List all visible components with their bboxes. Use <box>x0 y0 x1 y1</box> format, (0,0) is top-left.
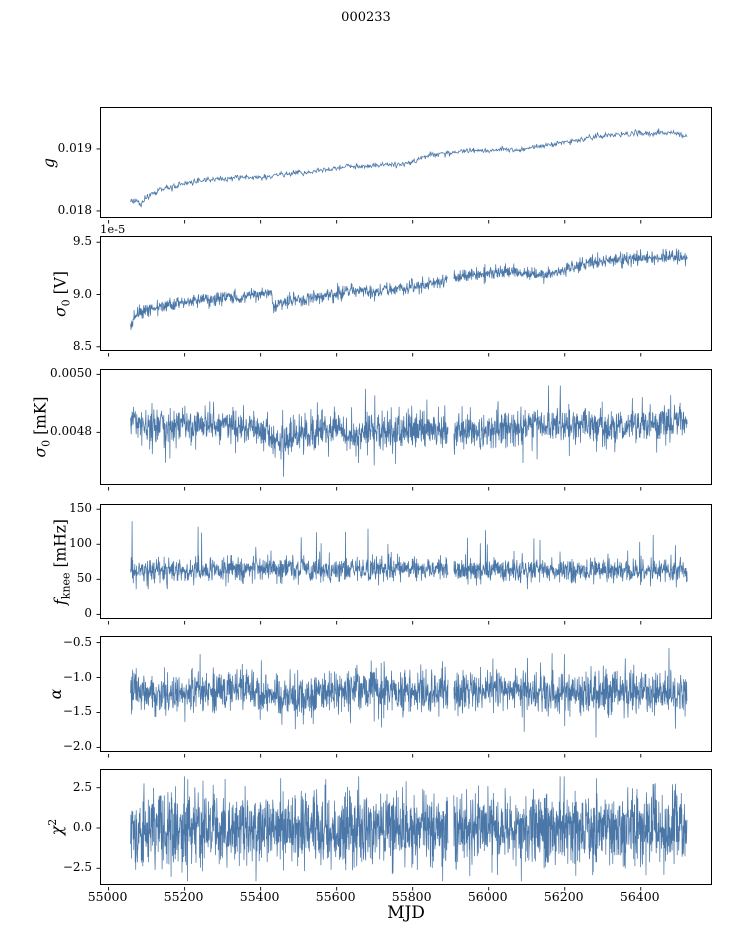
tick-marks <box>96 642 642 758</box>
subplot-f-knee <box>96 504 712 625</box>
ytick-label: −2.0 <box>62 739 92 754</box>
ytick-label: 9.5 <box>72 234 92 249</box>
plot-area <box>96 373 688 491</box>
plot-area <box>96 508 688 625</box>
xtick-label: 55000 <box>87 889 128 904</box>
plot-area <box>96 128 688 224</box>
tick-marks <box>96 373 642 491</box>
plot-area <box>96 642 688 758</box>
data-line <box>130 776 688 882</box>
ytick-label: −0.5 <box>62 634 92 649</box>
ytick-label: 0 <box>84 606 92 621</box>
data-line <box>130 248 688 330</box>
ytick-label: −1.5 <box>62 704 92 719</box>
subplot-sigma0-v <box>96 236 712 357</box>
y-axis-label-part: [mHz] <box>51 518 70 572</box>
ytick-label: 0.0048 <box>50 424 92 439</box>
y-axis-label-g: g <box>40 158 58 168</box>
y-axis-label-part: χ <box>47 825 66 836</box>
ytick-label: 2.5 <box>72 779 92 794</box>
data-line <box>130 521 688 590</box>
y-axis-label-part: f <box>51 598 70 605</box>
y-axis-label-part: σ <box>51 305 70 317</box>
data-line <box>130 128 688 208</box>
xtick-label: 56000 <box>467 889 508 904</box>
x-axis-label: MJD <box>387 903 425 923</box>
y-axis-label-chi2: χ2 <box>46 819 66 835</box>
y-axis-label-part: [V] <box>51 270 70 299</box>
subplot-sigma0-mk <box>96 369 712 491</box>
xtick-label: 55400 <box>239 889 280 904</box>
ytick-label: 9.0 <box>72 286 92 301</box>
y-axis-label-sigma0-v: σ0 [V] <box>52 271 73 317</box>
ytick-label: 0.0050 <box>50 366 92 381</box>
y-axis-label-part: 2 <box>45 818 59 826</box>
xtick-label: 55600 <box>315 889 356 904</box>
axis-offset-text: 1e-5 <box>100 222 126 236</box>
ytick-label: 8.5 <box>72 338 92 353</box>
xtick-label: 56200 <box>543 889 584 904</box>
subplot-g <box>96 107 712 224</box>
tick-marks <box>96 148 642 224</box>
data-line <box>130 385 688 477</box>
xtick-label: 55800 <box>391 889 432 904</box>
ytick-label: 0.0 <box>72 820 92 834</box>
ytick-label: −1.0 <box>62 669 92 684</box>
y-axis-label-part: 0 <box>39 439 53 447</box>
y-axis-label-f-knee: fknee [mHz] <box>52 519 73 605</box>
y-axis-label-part: knee <box>59 571 73 599</box>
y-axis-label-part: g <box>40 157 58 168</box>
data-line <box>130 647 688 738</box>
y-axis-label-sigma0-mk: σ0 [mK] <box>32 397 53 458</box>
tick-marks <box>96 787 642 891</box>
ytick-label: 100 <box>69 536 92 551</box>
ytick-label: −2.5 <box>62 860 92 875</box>
chart-title: 000233 <box>341 10 391 25</box>
ytick-label: 50 <box>76 571 92 586</box>
ytick-label: 0.018 <box>57 202 92 217</box>
tick-marks <box>96 508 642 625</box>
plot-area <box>96 241 688 357</box>
tick-marks <box>96 241 642 357</box>
xtick-label: 56400 <box>619 889 660 904</box>
plot-area <box>96 776 688 891</box>
y-axis-label-part: σ <box>31 446 50 458</box>
y-axis-label-alpha: α <box>47 689 65 699</box>
y-axis-label-part: [mK] <box>31 396 50 440</box>
subplot-chi2 <box>96 769 712 891</box>
xtick-label: 55200 <box>163 889 204 904</box>
y-axis-label-part: 0 <box>59 298 73 306</box>
subplot-alpha <box>96 636 712 758</box>
y-axis-label-part: α <box>46 688 65 700</box>
ytick-label: 150 <box>69 501 92 516</box>
ytick-label: 0.019 <box>57 140 92 155</box>
